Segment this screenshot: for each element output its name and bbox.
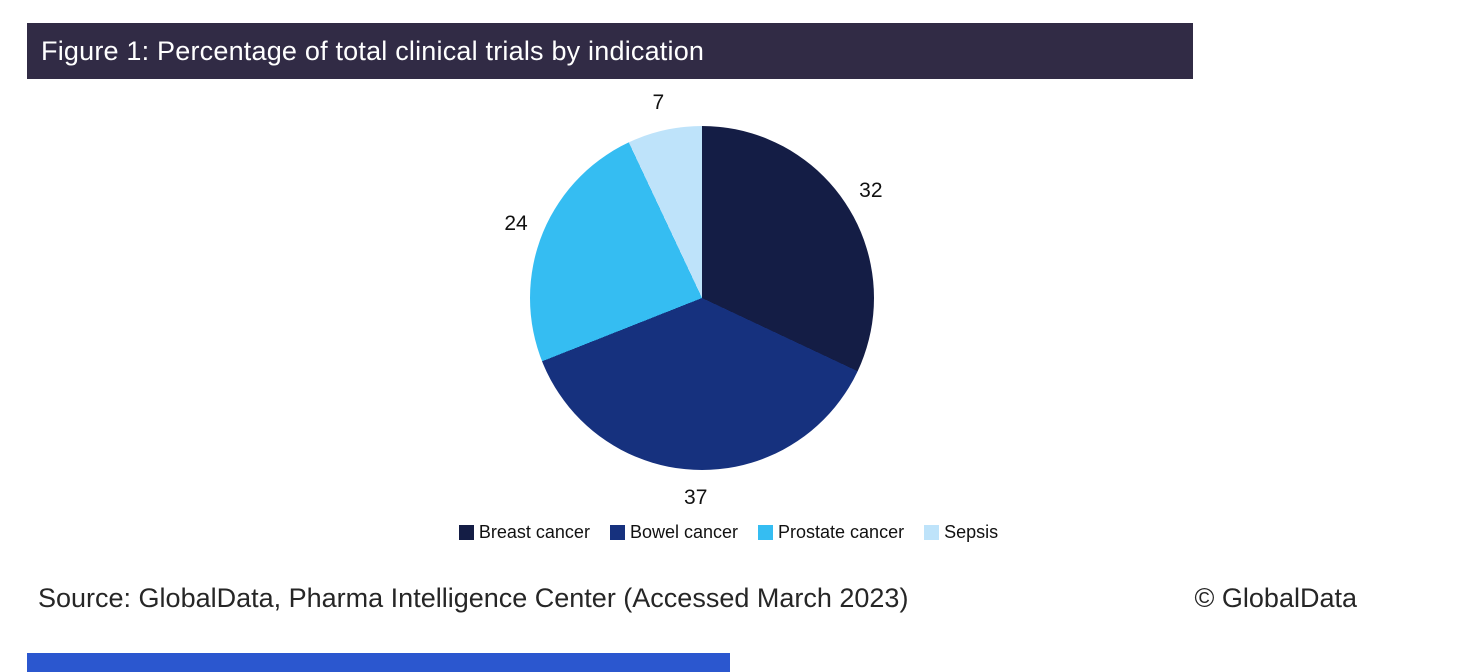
bottom-accent-bar: [27, 653, 730, 672]
legend-swatch: [924, 525, 940, 540]
legend-swatch: [609, 525, 625, 540]
figure-title-bar: Figure 1: Percentage of total clinical t…: [27, 23, 1193, 79]
legend-item: Bowel cancer: [609, 522, 739, 543]
legend-item: Prostate cancer: [758, 522, 904, 543]
legend-label: Prostate cancer: [778, 522, 905, 542]
chart-legend: Breast cancer Bowel cancer Prostate cancer…: [0, 522, 1457, 543]
pie-value-label: 7: [652, 90, 665, 114]
legend-label: Bowel cancer: [629, 522, 739, 542]
source-text: Source: GlobalData, Pharma Intelligence …: [38, 583, 909, 613]
pie-value-label: 24: [504, 212, 528, 236]
pie-value-label: 37: [684, 485, 708, 509]
legend-label: Sepsis: [944, 522, 999, 542]
legend-item: Breast cancer: [458, 522, 590, 543]
legend-swatch: [758, 525, 774, 540]
pie-chart: [530, 126, 874, 470]
pie-value-label: 32: [859, 178, 883, 202]
legend-swatch: [458, 525, 474, 540]
figure-title: Figure 1: Percentage of total clinical t…: [41, 35, 705, 66]
legend-item: Sepsis: [924, 522, 998, 543]
legend-label: Breast cancer: [478, 522, 590, 542]
copyright-text: © GlobalData: [1194, 583, 1357, 613]
